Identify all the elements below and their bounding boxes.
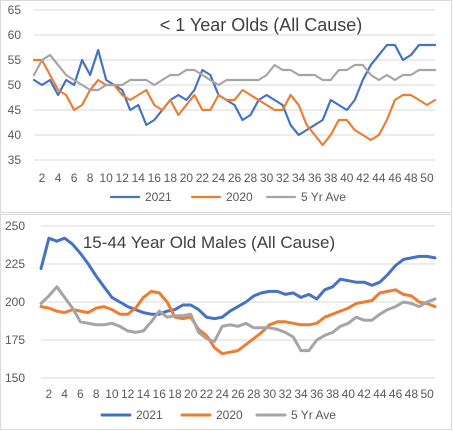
x-tick-label: 34 [294,387,308,401]
y-tick-label: 35 [8,153,22,167]
chart-under-1-svg: < 1 Year Olds (All Cause) 35404550556065… [8,3,437,204]
x-tick-label: 48 [404,171,418,185]
x-tick-label: 46 [389,387,403,401]
x-tick-label: 16 [148,171,162,185]
x-tick-label: 34 [292,171,306,185]
x-tick-label: 38 [326,387,340,401]
y-tick-label: 150 [5,371,25,385]
x-tick-label: 42 [356,171,370,185]
x-tick-label: 20 [180,171,194,185]
x-tick-label: 28 [247,387,261,401]
x-tick-label: 2 [46,387,53,401]
legend-label: 5 Yr Ave [291,408,336,422]
series-line-2020 [39,288,437,356]
x-tick-label: 18 [164,171,178,185]
x-tick-label: 28 [244,171,258,185]
x-tick-label: 44 [373,387,387,401]
y-tick-label: 175 [5,333,25,347]
x-tick-label: 10 [105,387,119,401]
legend-label: 2020 [226,190,253,204]
series-line-2021 [39,236,437,321]
legend-label: 2020 [216,408,243,422]
x-tick-label: 44 [372,171,386,185]
x-tick-label: 40 [340,171,354,185]
chart-males-15-44-svg: 15-44 Year Old Males (All Cause) 150 175 2… [5,219,437,422]
chart-panel-under-1: < 1 Year Olds (All Cause) 35 40 45 50 55 60 65… [0,0,452,213]
chart-title: < 1 Year Olds (All Cause) [160,15,363,35]
x-tick-label: 8 [93,387,100,401]
x-tick-label: 8 [87,171,94,185]
x-tick-label: 14 [137,387,151,401]
x-tick-label: 30 [260,171,274,185]
x-tick-label: 36 [310,387,324,401]
x-tick-label: 10 [100,171,114,185]
x-tick-label: 6 [71,171,78,185]
x-tick-label: 4 [61,387,68,401]
x-tick-label: 4 [55,171,62,185]
legend-label: 2021 [145,190,172,204]
x-tick-label: 2 [39,171,46,185]
series-line-5-yr-ave [39,285,437,353]
chart-title: 15-44 Year Old Males (All Cause) [83,233,335,252]
x-tick-label: 26 [228,171,242,185]
x-tick-label: 20 [184,387,198,401]
x-tick-label: 14 [132,171,146,185]
x-tick-label: 32 [279,387,293,401]
x-tick-label: 30 [263,387,277,401]
x-tick-label: 32 [276,171,290,185]
x-tick-label: 12 [116,171,130,185]
x-tick-label: 46 [388,171,402,185]
x-tick-label: 40 [342,387,356,401]
y-tick-label: 200 [5,295,25,309]
chart-panel-males-15-44: 15-44 Year Old Males (All Cause) 150 175 2… [0,214,452,430]
series-line-2020 [32,58,437,147]
series-line-5-yr-ave [32,53,437,92]
x-tick-label: 24 [216,387,230,401]
y-tick-label: 225 [5,257,25,271]
x-tick-label: 22 [196,171,210,185]
y-tick-label: 50 [8,78,22,92]
y-tick-label: 65 [8,3,22,17]
x-tick-label: 12 [121,387,135,401]
x-tick-label: 36 [308,171,322,185]
x-tick-label: 6 [77,387,84,401]
y-tick-label: 40 [8,128,22,142]
y-tick-label: 250 [5,219,25,233]
x-tick-label: 38 [324,171,338,185]
x-tick-label: 42 [357,387,371,401]
y-tick-label: 45 [8,103,22,117]
x-tick-label: 50 [420,171,434,185]
x-tick-label: 26 [231,387,245,401]
x-tick-label: 16 [153,387,167,401]
legend-label: 5 Yr Ave [301,190,346,204]
legend-label: 2021 [136,408,163,422]
x-tick-label: 18 [168,387,182,401]
y-tick-label: 55 [8,53,22,67]
y-tick-label: 60 [8,28,22,42]
x-tick-label: 48 [405,387,419,401]
x-tick-label: 50 [420,387,434,401]
x-tick-label: 24 [212,171,226,185]
x-tick-label: 22 [200,387,214,401]
